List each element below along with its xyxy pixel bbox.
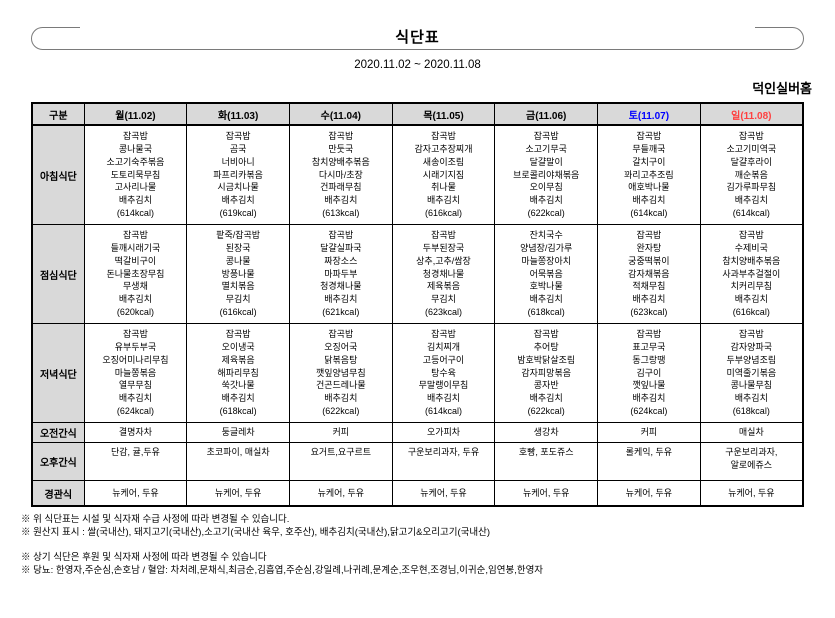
note-line: ※ 상기 식단은 후원 및 식자재 사정에 따라 변경될 수 있습니다 xyxy=(21,552,267,564)
menu-cell: 커피 xyxy=(288,422,393,443)
day-header: 목(11.05) xyxy=(391,102,496,126)
row-label: 오전간식 xyxy=(31,422,85,443)
table-row: 경관식 뉴케어, 두유 뉴케어, 두유 뉴케어, 두유 뉴케어, 두유 뉴케어, 두유 뉴케… xyxy=(31,480,804,507)
menu-cell: 생강차 xyxy=(494,422,599,443)
menu-cell: 뉴케어, 두유 xyxy=(186,480,290,507)
menu-cell: 단감, 귤,두유 xyxy=(83,442,188,481)
table-head-row: 구분 월(11.02) 화(11.03) 수(11.04) 목(11.05) 금(11.… xyxy=(31,102,804,126)
menu-cell: 잡곡밥 두부된장국 상추,고추/쌈장 청경채나물 제육볶음 무김치 (623kc… xyxy=(391,224,496,324)
menu-cell: 둥글레차 xyxy=(186,422,290,443)
menu-cell: 잡곡밥 소고기미역국 달걀후라이 깨순볶음 김가루파무침 배추김치 (614kc… xyxy=(699,124,804,225)
title-banner: 식단표 xyxy=(31,26,804,50)
menu-cell: 매실차 xyxy=(699,422,804,443)
table-row: 오전간식 결명자차 둥글레차 커피 오가피차 생강차 커피 매실차 xyxy=(31,422,804,443)
menu-cell: 잡곡밥 완자탕 궁중떡볶이 감자채볶음 적채무침 배추김치 (623kcal) xyxy=(597,224,701,324)
menu-cell: 팥죽/잡곡밥 된장국 콩나물 방풍나물 멸치볶음 무김치 (616kcal) xyxy=(186,224,290,324)
menu-cell: 뉴케어, 두유 xyxy=(699,480,804,507)
row-label: 아침식단 xyxy=(31,124,85,225)
menu-cell: 잡곡밥 표고무국 동그랑땡 김구이 깻잎나물 배추김치 (624kcal) xyxy=(597,323,701,423)
day-header: 일(11.08) xyxy=(699,102,804,126)
note-line: ※ 당뇨: 한영자,주순심,손호남 / 혈압: 차처례,문채식,최금순,김흠엽,… xyxy=(21,565,544,577)
menu-cell: 잡곡밥 수제비국 참치양배추볶음 사과부추걸절이 치커리무침 배추김치 (616… xyxy=(699,224,804,324)
menu-table: 구분 월(11.02) 화(11.03) 수(11.04) 목(11.05) 금(11.… xyxy=(31,102,804,507)
menu-cell: 뉴케어, 두유 xyxy=(494,480,599,507)
table-row: 오후간식 단감, 귤,두유 초코파이, 매실차 요거트,요구르트 구운보리과자, 두유 호… xyxy=(31,442,804,481)
page-title: 식단표 xyxy=(395,29,440,46)
day-header: 금(11.06) xyxy=(494,102,599,126)
menu-cell: 잔치국수 양념장/김가루 마늘쫑장아치 어묵볶음 호박나물 배추김치 (618k… xyxy=(494,224,599,324)
menu-cell: 잡곡밥 달걀실파국 짜장소스 마파두부 청경채나물 배추김치 (621kcal) xyxy=(288,224,393,324)
row-label: 오후간식 xyxy=(31,442,85,481)
menu-cell: 잡곡밥 곰국 너비아니 파프리카볶음 시금치나물 배추김치 (619kcal) xyxy=(186,124,290,225)
corner-header: 구분 xyxy=(31,102,85,126)
menu-cell: 잡곡밥 콩나물국 소고기숙주볶음 도토리묵무침 고사리나물 배추김치 (614k… xyxy=(83,124,188,225)
page: 식단표 2020.11.02 ~ 2020.11.08 덕인실버홈 구분 월(1… xyxy=(0,26,835,578)
table-row: 점심식단 잡곡밥 들깨시래기국 떡갈비구이 돈나물초장무침 무생채 배추김치 (6… xyxy=(31,224,804,324)
menu-cell: 뉴케어, 두유 xyxy=(288,480,393,507)
menu-cell: 초코파이, 매실차 xyxy=(186,442,290,481)
menu-cell: 뉴케어, 두유 xyxy=(391,480,496,507)
table-row: 아침식단 잡곡밥 콩나물국 소고기숙주볶음 도토리묵무침 고사리나물 배추김치 (… xyxy=(31,124,804,225)
menu-cell: 잡곡밥 소고기무국 달걀말이 브로콜리야채볶음 오이무침 배추김치 (622kc… xyxy=(494,124,599,225)
menu-cell: 잡곡밥 오징어국 닭볶음탕 깻잎양념무침 건곤드레나물 배추김치 (622kca… xyxy=(288,323,393,423)
day-header: 토(11.07) xyxy=(597,102,701,126)
menu-cell: 호빵, 포도쥬스 xyxy=(494,442,599,481)
table-row: 저녁식단 잡곡밥 유부두부국 오징어미나리무침 마늘쫑볶음 열무무침 배추김치 (… xyxy=(31,323,804,423)
note-line: ※ 원산지 표시 : 쌀(국내산), 돼지고기(국내산),소고기(국내산 육우,… xyxy=(21,527,490,539)
row-label: 저녁식단 xyxy=(31,323,85,423)
menu-cell: 잡곡밥 추어탕 밤호박닭살조림 감자피망볶음 콩자반 배추김치 (622kcal… xyxy=(494,323,599,423)
note-line: ※ 위 식단표는 시설 및 식자재 수급 사정에 따라 변경될 수 있습니다. xyxy=(21,514,290,525)
date-range: 2020.11.02 ~ 2020.11.08 xyxy=(354,59,481,71)
menu-cell: 요거트,요구르트 xyxy=(288,442,393,481)
menu-cell: 뉴케어, 두유 xyxy=(83,480,188,507)
menu-cell: 커피 xyxy=(597,422,701,443)
menu-cell: 오가피차 xyxy=(391,422,496,443)
menu-cell: 롤케익, 두유 xyxy=(597,442,701,481)
day-header: 화(11.03) xyxy=(186,102,290,126)
menu-cell: 잡곡밥 감자양파국 두부양념조림 미역줄기볶음 콩나물무침 배추김치 (618k… xyxy=(699,323,804,423)
row-label: 점심식단 xyxy=(31,224,85,324)
day-header: 수(11.04) xyxy=(288,102,393,126)
menu-cell: 구운보리과자, 두유 xyxy=(391,442,496,481)
notes: ※ 위 식단표는 시설 및 식자재 수급 사정에 따라 변경될 수 있습니다. … xyxy=(21,514,835,578)
menu-cell: 잡곡밥 만둣국 참치양배추볶음 다시마/초장 건파래무침 배추김치 (613kc… xyxy=(288,124,393,225)
menu-cell: 잡곡밥 들깨시래기국 떡갈비구이 돈나물초장무침 무생채 배추김치 (620kc… xyxy=(83,224,188,324)
menu-cell: 잡곡밥 김치찌개 고등어구이 탕수육 무말랭이무침 배추김치 (614kcal) xyxy=(391,323,496,423)
facility-name: 덕인실버홈 xyxy=(752,81,812,96)
table-body: 아침식단 잡곡밥 콩나물국 소고기숙주볶음 도토리묵무침 고사리나물 배추김치 (… xyxy=(31,124,804,507)
menu-cell: 구운보리과자, 알로에쥬스 xyxy=(699,442,804,481)
row-label: 경관식 xyxy=(31,480,85,507)
title-banner-cover xyxy=(80,26,755,30)
menu-cell: 잡곡밥 무들깨국 갈치구이 꽈리고추조림 애호박나물 배추김치 (614kcal… xyxy=(597,124,701,225)
menu-cell: 잡곡밥 감자고추장찌개 새송이조림 시래기지짐 취나물 배추김치 (616kca… xyxy=(391,124,496,225)
day-header: 월(11.02) xyxy=(83,102,188,126)
menu-cell: 잡곡밥 오이냉국 제육볶음 해파리무침 쑥갓나물 배추김치 (618kcal) xyxy=(186,323,290,423)
menu-cell: 결명자차 xyxy=(83,422,188,443)
menu-cell: 뉴케어, 두유 xyxy=(597,480,701,507)
menu-cell: 잡곡밥 유부두부국 오징어미나리무침 마늘쫑볶음 열무무침 배추김치 (624k… xyxy=(83,323,188,423)
